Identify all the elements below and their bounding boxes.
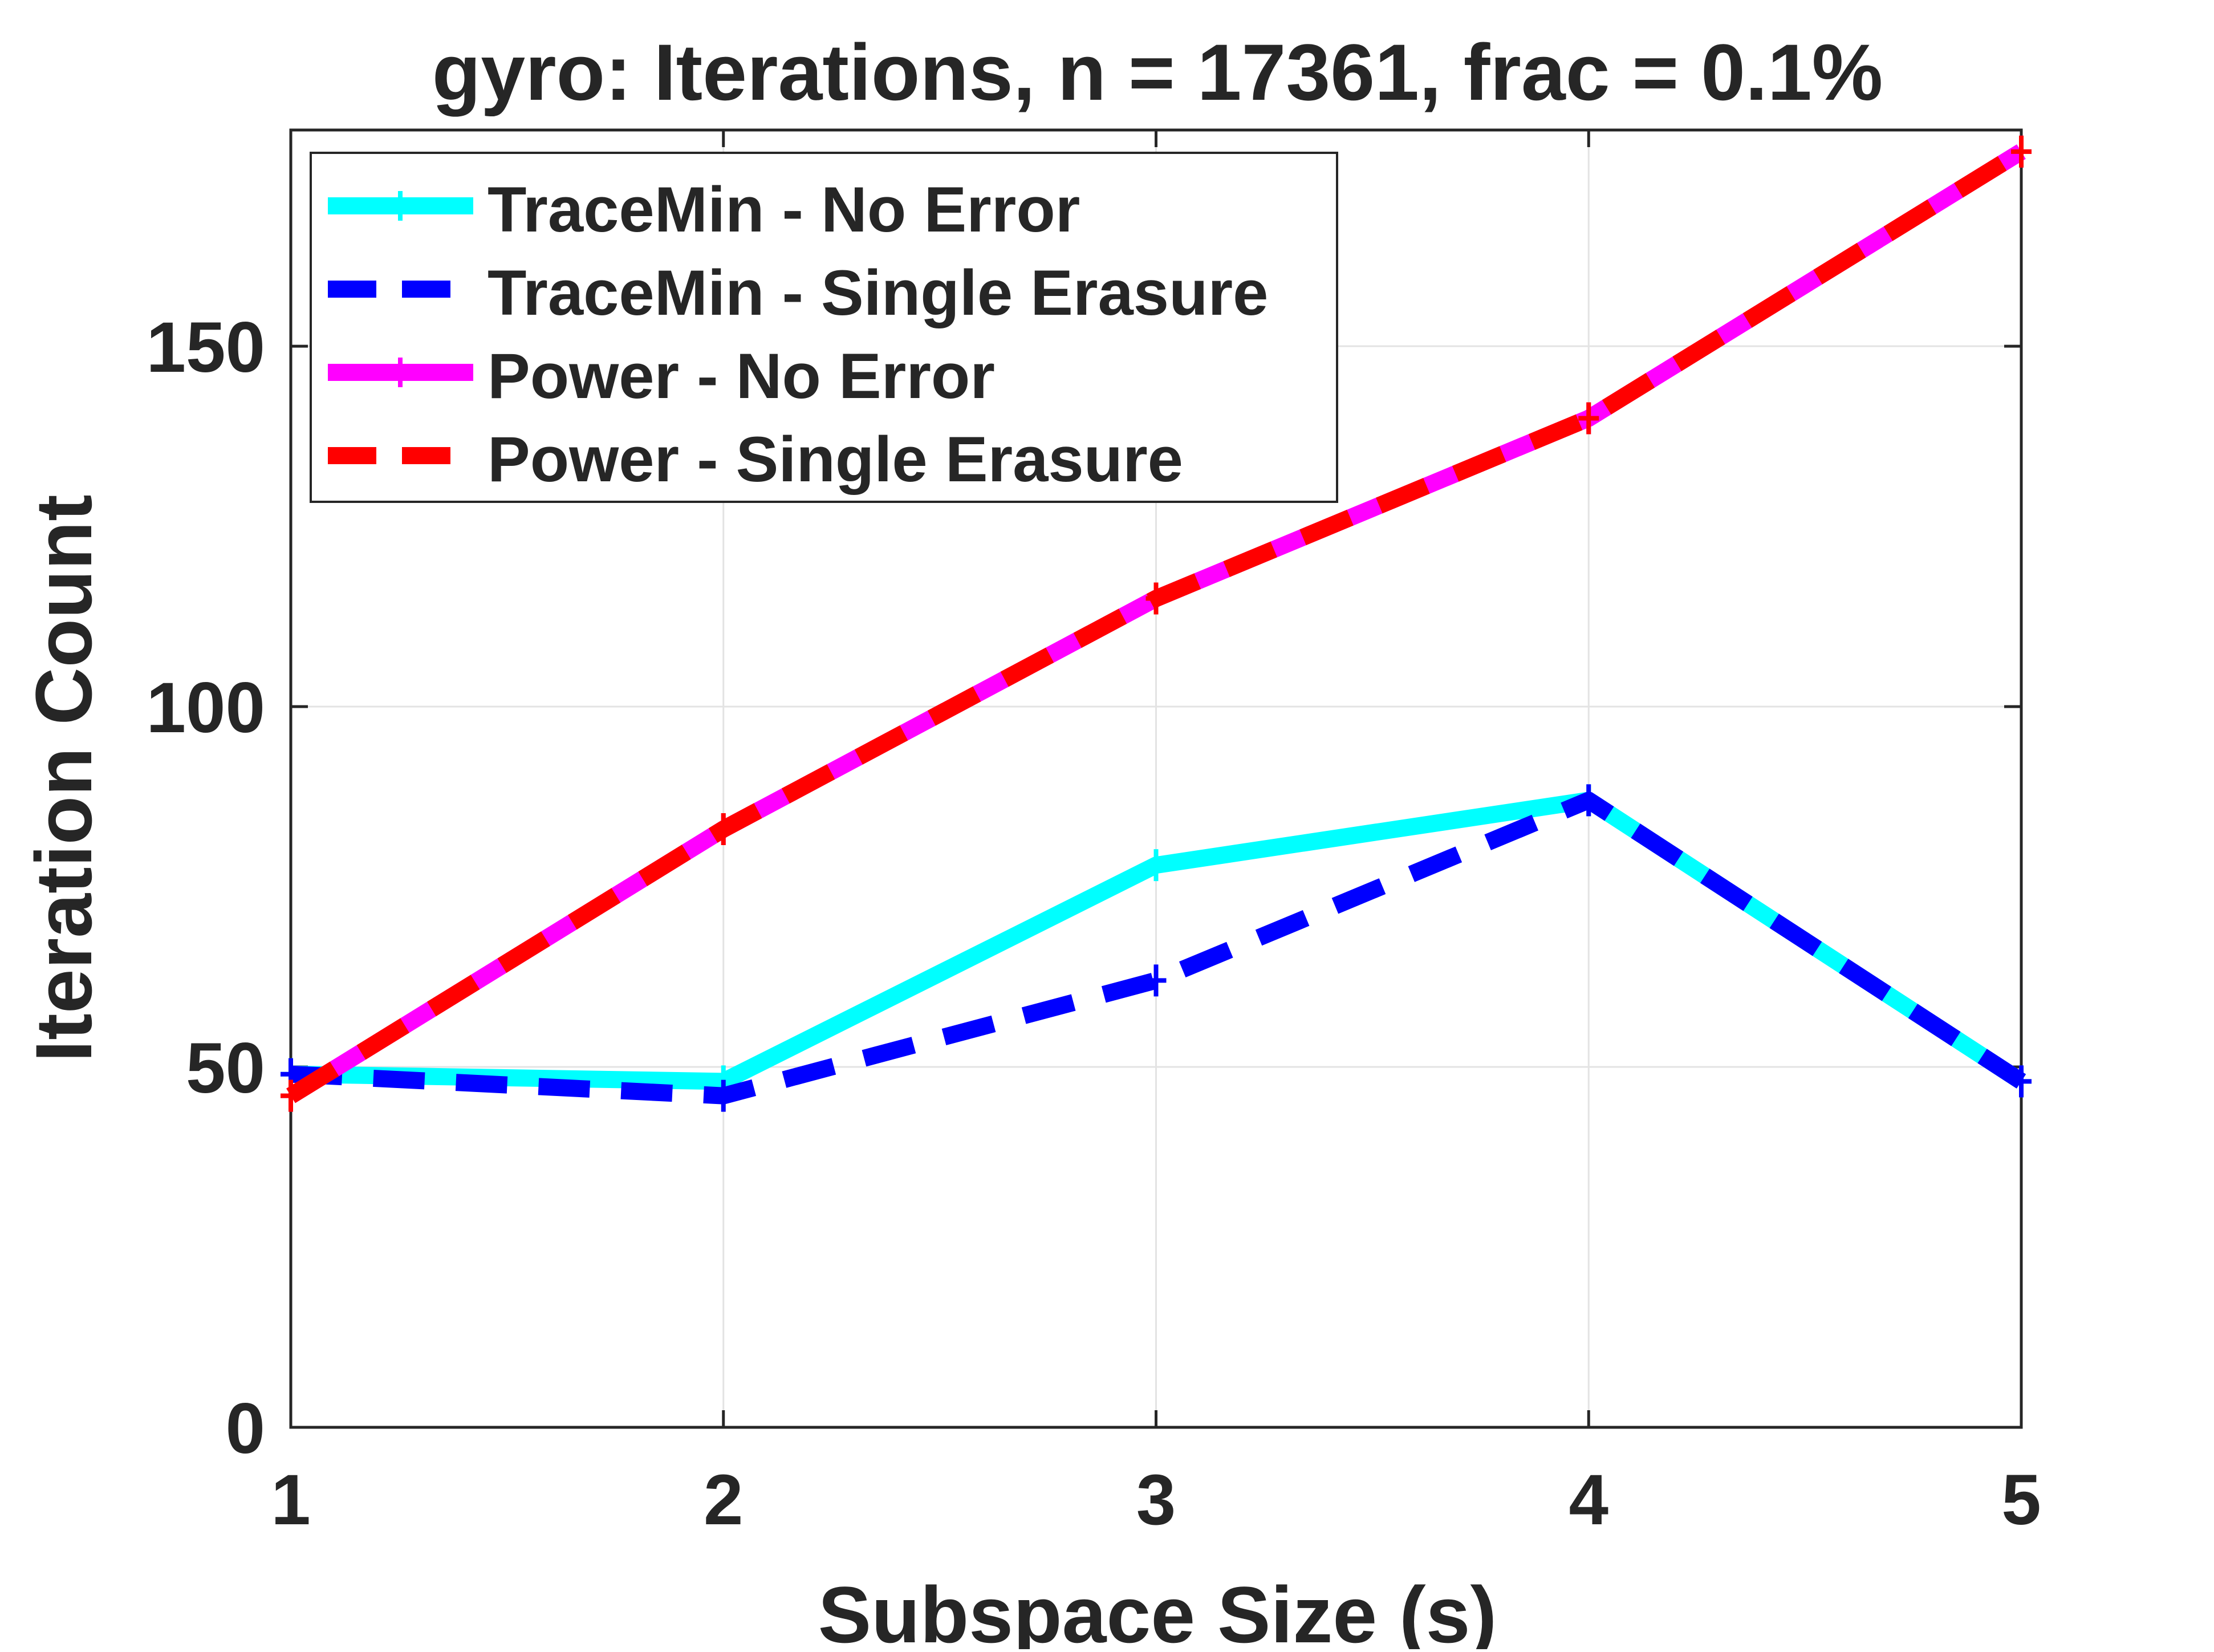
y-axis-label: Iteration Count [19,494,108,1062]
data-series [281,135,2032,1112]
legend-box [310,152,1338,503]
y-tick-label: 50 [186,1029,265,1108]
x-tick-label: 2 [704,1460,744,1540]
legend-label: TraceMin - No Error [488,174,1080,245]
y-tick-label: 100 [146,668,265,748]
legend-label: Power - No Error [488,340,995,412]
chart-title: gyro: Iterations, n = 17361, frac = 0.1% [432,27,1883,117]
series-line-1 [290,792,2026,1105]
legend-label: TraceMin - Single Erasure [488,257,1268,328]
legend-label: Power - Single Erasure [488,424,1183,495]
x-tick-label: 3 [1136,1460,1176,1540]
x-tick-label: 1 [271,1460,311,1540]
legend: TraceMin - No Error TraceMin - Single Era… [310,152,1338,503]
x-tick-label: 4 [1569,1460,1608,1540]
x-tick-label: 5 [2001,1460,2041,1540]
x-axis-label: Subspace Size (s) [818,1570,1497,1649]
y-tick-label: 150 [146,308,265,387]
y-tick-label: 0 [225,1389,265,1468]
